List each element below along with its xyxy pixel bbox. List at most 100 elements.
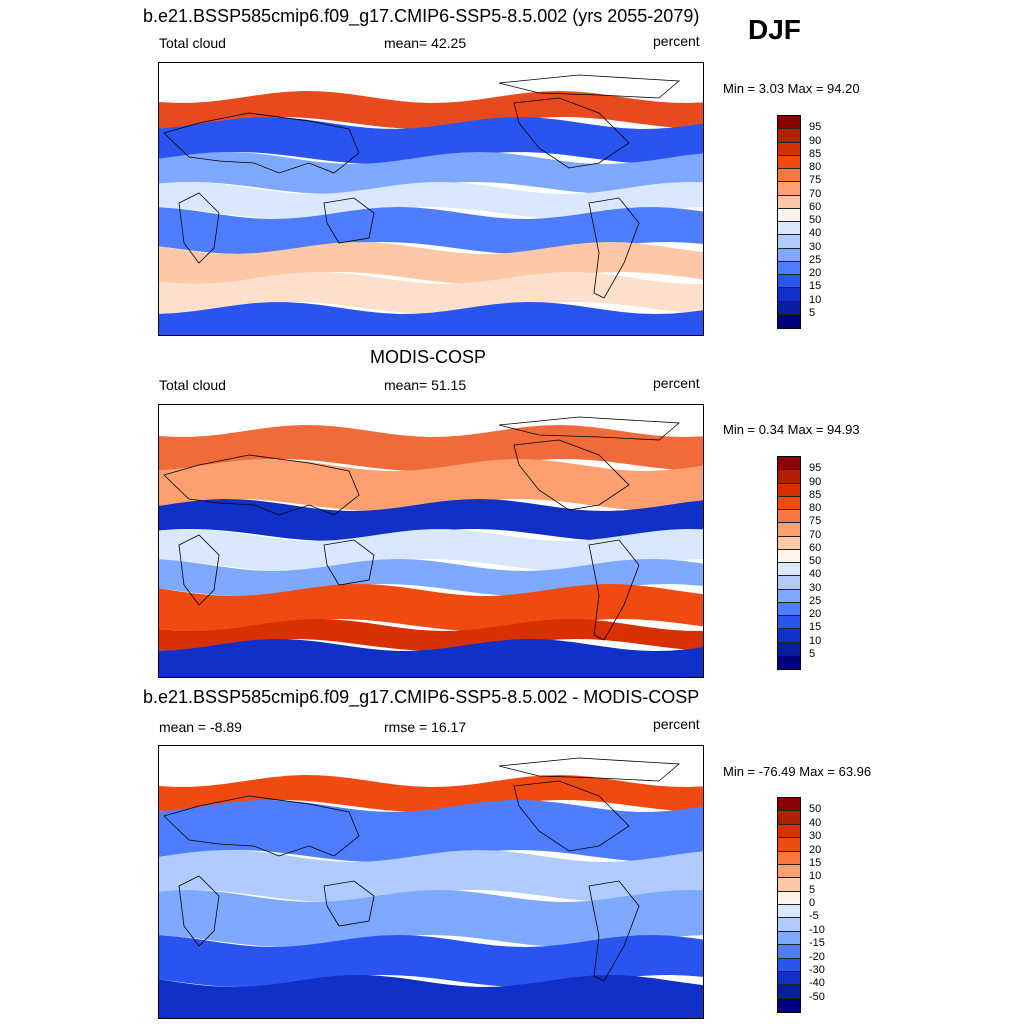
cloud-field-band [159,302,703,335]
panel-2-title: MODIS-COSP [370,347,487,367]
colorbar-swatch [778,155,800,169]
cloud-field-band [159,935,703,987]
colorbar-tick-label: 75 [809,515,822,528]
cloud-field-band [159,639,703,677]
coastline [513,439,630,511]
coastline [178,192,220,264]
colorbar-tick-label: -15 [809,937,825,950]
colorbar-tick-label: -10 [809,923,825,936]
colorbar-swatch [778,864,800,879]
colorbar-tick-label: 5 [809,883,816,896]
colorbar-tick-label: 40 [809,568,822,581]
colorbar-swatch [778,142,800,156]
map-field [159,746,703,1018]
colorbar-swatch [778,838,800,852]
panel-3-title: b.e21.BSSP585cmip6.f09_g17.CMIP6-SSP5-8.… [143,687,700,707]
coastline [513,780,630,852]
panel-1-variable-label: Total cloud [159,35,226,51]
season-label: DJF [748,14,801,45]
colorbar-swatch [778,616,800,630]
colorbar-swatch [778,905,800,919]
panel-2-map [158,404,704,678]
colorbar-tick-label: 70 [809,528,822,541]
colorbar-tick-label: 30 [809,581,822,594]
panel-1-colorbar [777,115,801,329]
colorbar-tick-label: 85 [809,147,822,160]
colorbar-tick-label: 60 [809,200,822,213]
coastline [588,880,640,982]
panel-3-min-max: Min = -76.49 Max = 63.96 [723,764,872,779]
panel-1-title: b.e21.BSSP585cmip6.f09_g17.CMIP6-SSP5-8.… [143,6,700,26]
colorbar-tick-label: 15 [809,856,822,869]
colorbar-tick-label: 30 [809,830,822,843]
colorbar-swatch [778,169,800,183]
colorbar-swatch [778,129,800,143]
coastline [178,534,220,606]
panel-1-mean-label: mean= 42.25 [384,35,467,51]
coastline [513,97,630,169]
colorbar-swatch [778,208,800,222]
colorbar-tick-label: 40 [809,227,822,240]
cloud-field-band [159,425,703,471]
colorbar-swatch [778,931,800,946]
map-field [159,63,703,335]
colorbar-tick-label: 75 [809,174,822,187]
colorbar-tick-label: 80 [809,161,822,173]
colorbar-tick-label: 10 [809,870,822,883]
panel-2-mean-label: mean= 51.15 [384,377,467,393]
colorbar-tick-label: 20 [809,608,822,620]
colorbar-tick-label: 5 [809,647,816,660]
colorbar-swatch [778,985,800,999]
panel-1-min-max: Min = 3.03 Max = 94.20 [723,81,860,96]
colorbar-tick-label: 0 [809,897,816,909]
coastline [588,197,640,299]
cloud-field-band [159,619,703,651]
panel-2-colorbar [777,456,801,670]
colorbar-tick-label: 10 [809,293,822,306]
colorbar-swatch [778,642,800,656]
cloud-field-band [159,850,703,902]
coastline [323,197,375,244]
colorbar-tick-label: -20 [809,950,825,963]
panel-3-colorbar [777,797,801,1013]
colorbar-tick-label: 85 [809,488,822,501]
colorbar-swatch [778,536,800,550]
colorbar-tick-label: -30 [809,963,825,976]
panel-1-map [158,62,704,336]
panel-2-units-label: percent [653,375,700,391]
colorbar-swatch [778,576,800,590]
colorbar-swatch [778,496,800,510]
colorbar-tick-label: 5 [809,306,816,319]
colorbar-swatch [778,314,800,328]
colorbar-swatch [778,891,800,905]
coastline [588,539,640,641]
coastline [498,757,681,782]
colorbar-tick-label: 50 [809,214,822,226]
colorbar-swatch [778,235,800,249]
colorbar-swatch [778,878,800,892]
colorbar-swatch [778,275,800,289]
cloud-field-band [159,207,703,254]
colorbar-swatch [778,261,800,275]
colorbar-tick-label: -5 [809,910,819,923]
colorbar-tick-label: 15 [809,280,822,293]
colorbar-swatch [778,798,800,812]
colorbar-tick-label: 40 [809,816,822,829]
colorbar-tick-label: 25 [809,594,822,607]
colorbar-swatch [778,523,800,537]
colorbar-tick-label: 15 [809,621,822,634]
colorbar-swatch [778,655,800,669]
colorbar-tick-label: 70 [809,187,822,200]
colorbar-tick-label: 30 [809,240,822,253]
cloud-field-band [159,559,703,596]
colorbar-swatch [778,549,800,563]
colorbar-swatch [778,470,800,484]
colorbar-tick-label: 90 [809,134,822,147]
colorbar-tick-label: 60 [809,541,822,554]
coastline [498,74,681,99]
panel-2-min-max: Min = 0.34 Max = 94.93 [723,422,860,437]
coastline [323,880,375,927]
cloud-field-band [159,890,703,947]
colorbar-swatch [778,602,800,616]
colorbar-swatch [778,288,800,302]
